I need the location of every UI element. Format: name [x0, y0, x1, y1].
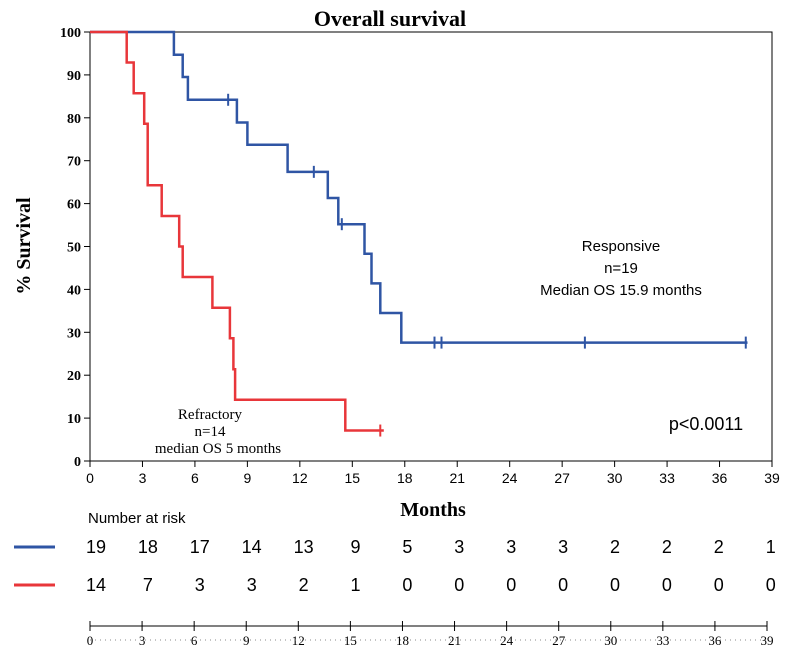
y-tick-label: 10: [67, 412, 81, 427]
responsive-at-risk-value: 3: [558, 537, 568, 557]
y-ticks: 0 10 20 30 40 50 60 70 80 90 100: [60, 26, 90, 470]
y-tick-label: 80: [67, 112, 81, 127]
x-tick-label: 15: [345, 470, 361, 486]
responsive-at-risk-value: 14: [242, 537, 262, 557]
x-tick-label: 30: [607, 470, 623, 486]
responsive-at-risk-value: 17: [190, 537, 210, 557]
refractory-at-risk-value: 0: [766, 575, 776, 595]
risk-axis-label: 6: [191, 633, 198, 648]
y-tick-label: 50: [67, 241, 81, 256]
responsive-at-risk-value: 2: [610, 537, 620, 557]
responsive-at-risk-value: 13: [294, 537, 314, 557]
x-tick-label: 21: [449, 470, 465, 486]
risk-table: 19 18 17 14 13 9 5 3 3 3 2 2 2 114 7 3 3 2 1 0 0 0 0 0 0 0 0: [14, 537, 776, 595]
responsive-annotation: Responsive n=19 Median OS 15.9 months: [540, 238, 702, 299]
y-axis-label: % Survival: [13, 197, 35, 295]
refractory-n: n=14: [195, 424, 226, 440]
responsive-label: Responsive: [582, 238, 660, 255]
risk-axis-label: 18: [396, 633, 409, 648]
responsive-at-risk-value: 3: [454, 537, 464, 557]
risk-axis-label: 9: [243, 633, 250, 648]
responsive-n: n=19: [604, 260, 638, 277]
refractory-at-risk-value: 0: [714, 575, 724, 595]
x-tick-label: 27: [554, 470, 570, 486]
responsive-at-risk-value: 2: [714, 537, 724, 557]
x-tick-label: 39: [764, 470, 780, 486]
y-tick-label: 100: [60, 26, 81, 41]
risk-axis-label: 27: [552, 633, 566, 648]
refractory-at-risk-value: 1: [350, 575, 360, 595]
refractory-label: Refractory: [178, 407, 243, 423]
y-tick-label: 0: [74, 455, 81, 470]
refractory-at-risk-value: 2: [299, 575, 309, 595]
responsive-survival-line: [90, 30, 748, 344]
refractory-at-risk-value: 7: [143, 575, 153, 595]
refractory-annotation: Refractory n=14 median OS 5 months: [155, 407, 281, 457]
responsive-at-risk-value: 3: [506, 537, 516, 557]
y-tick-label: 60: [67, 198, 81, 213]
refractory-at-risk-value: 14: [86, 575, 106, 595]
x-tick-label: 0: [86, 470, 94, 486]
refractory-at-risk-value: 3: [247, 575, 257, 595]
risk-axis-label: 24: [500, 633, 514, 648]
x-tick-label: 33: [659, 470, 675, 486]
x-tick-label: 36: [712, 470, 728, 486]
responsive-at-risk-value: 2: [662, 537, 672, 557]
refractory-at-risk-value: 0: [402, 575, 412, 595]
refractory-median: median OS 5 months: [155, 441, 281, 457]
y-tick-label: 90: [67, 69, 81, 84]
responsive-at-risk-value: 5: [402, 537, 412, 557]
responsive-at-risk-value: 9: [350, 537, 360, 557]
y-tick-label: 40: [67, 283, 81, 298]
x-tick-label: 24: [502, 470, 518, 486]
p-value: p<0.0011: [669, 414, 743, 434]
plot-frame: [89, 31, 773, 462]
responsive-at-risk-value: 19: [86, 537, 106, 557]
x-tick-label: 6: [191, 470, 199, 486]
responsive-at-risk-value: 1: [766, 537, 776, 557]
risk-table-title: Number at risk: [88, 510, 186, 527]
risk-axis-label: 12: [292, 633, 305, 648]
x-tick-label: 12: [292, 470, 308, 486]
x-tick-label: 9: [243, 470, 251, 486]
risk-axis-label: 3: [139, 633, 146, 648]
refractory-at-risk-value: 3: [195, 575, 205, 595]
risk-axis-label: 21: [448, 633, 461, 648]
y-tick-label: 20: [67, 369, 81, 384]
risk-axis-label: 33: [656, 633, 669, 648]
risk-axis-label: 39: [761, 633, 774, 648]
refractory-at-risk-value: 0: [454, 575, 464, 595]
y-tick-label: 70: [67, 155, 81, 170]
y-tick-label: 30: [67, 326, 81, 341]
refractory-at-risk-value: 0: [506, 575, 516, 595]
x-tick-label: 3: [139, 470, 147, 486]
responsive-at-risk-value: 18: [138, 537, 158, 557]
refractory-at-risk-value: 0: [662, 575, 672, 595]
refractory-survival-line: [90, 30, 384, 432]
x-tick-label: 18: [397, 470, 413, 486]
responsive-median: Median OS 15.9 months: [540, 282, 702, 299]
refractory-at-risk-value: 0: [610, 575, 620, 595]
chart-title: Overall survival: [314, 6, 466, 31]
refractory-at-risk-value: 0: [558, 575, 568, 595]
x-ticks: 0 3 6 9 12 15 18 21 24 27 30 33 36 39: [86, 461, 780, 486]
x-axis-label: Months: [400, 499, 466, 521]
series-layer: [90, 30, 748, 437]
